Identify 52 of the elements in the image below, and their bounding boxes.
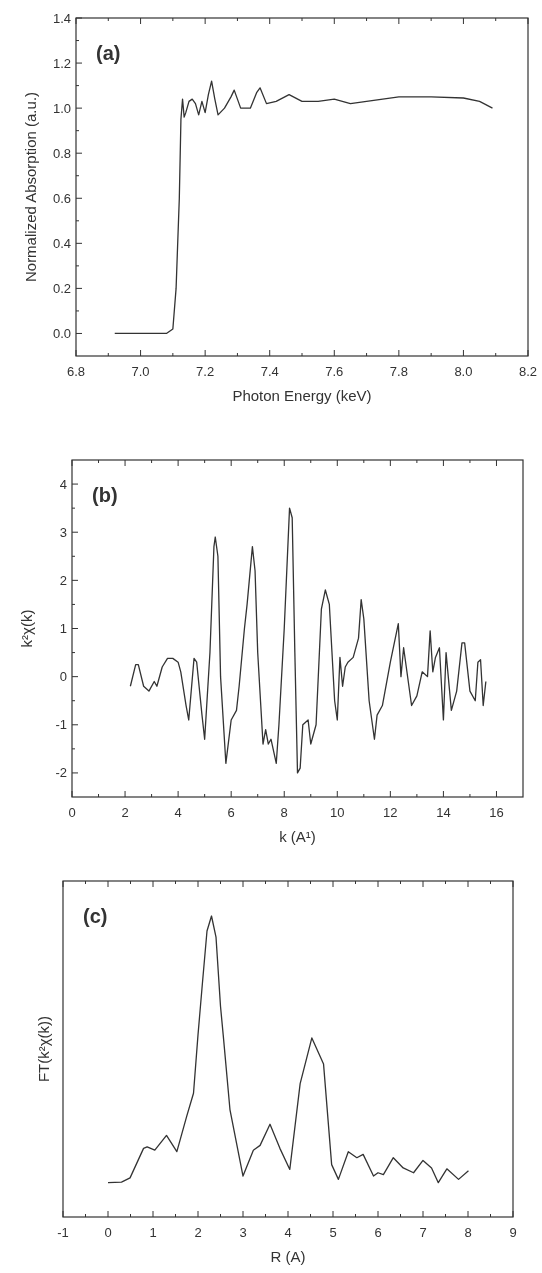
x-tick-label: 8.0 <box>454 364 473 379</box>
y-tick-label: 1.2 <box>52 55 71 71</box>
x-tick-label: 3 <box>239 1225 247 1240</box>
x-tick-label: 16 <box>489 805 504 820</box>
x-tick-label: 4 <box>284 1225 292 1240</box>
x-tick-label: 6.8 <box>66 364 86 379</box>
y-tick-label: 1.0 <box>52 100 71 116</box>
y-tick-label: 0 <box>59 669 67 685</box>
x-tick-label: 8 <box>280 805 288 820</box>
chart-title: (c) <box>83 905 108 927</box>
x-axis-title: k (A¹) <box>279 828 316 845</box>
y-tick-label: 3 <box>59 524 67 540</box>
x-tick-label: 7.0 <box>131 364 150 379</box>
x-tick-label: 1 <box>149 1225 157 1240</box>
x-axis-title: R (A) <box>270 1248 306 1265</box>
y-tick-label: 0.2 <box>52 280 71 296</box>
x-tick-label: 10 <box>330 805 345 820</box>
y-tick-label: 0.0 <box>52 325 71 341</box>
x-tick-label: 2 <box>121 805 129 820</box>
x-tick-label: 7 <box>419 1225 427 1240</box>
x-tick-label: 7.4 <box>260 364 279 379</box>
x-tick-label: 7.2 <box>196 364 215 379</box>
y-tick-label: 0.8 <box>52 145 71 161</box>
x-tick-label: 9 <box>509 1225 517 1240</box>
line-series <box>129 507 487 774</box>
line-series <box>114 80 494 335</box>
x-tick-label: 12 <box>383 805 398 820</box>
x-tick-label: 7.8 <box>389 364 408 379</box>
y-axis-title: Normalized Absorption (a.u.) <box>22 91 39 283</box>
text: (b) <box>92 484 118 506</box>
y-tick-label: 4 <box>59 476 67 492</box>
x-tick-label: 4 <box>174 805 182 820</box>
x-tick-label: 6 <box>227 805 235 820</box>
x-tick-label: 0 <box>104 1225 112 1240</box>
y-tick-label: 1.4 <box>52 10 71 26</box>
x-tick-label: 8.2 <box>518 364 538 379</box>
x-tick-label: 5 <box>329 1225 337 1240</box>
text: (a) <box>96 42 121 64</box>
y-tick-label: -2 <box>55 765 67 781</box>
y-tick-label: 0.4 <box>52 235 71 251</box>
x-tick-label: 7.6 <box>325 364 344 379</box>
x-tick-label: 2 <box>194 1225 202 1240</box>
x-tick-label: 6 <box>374 1225 382 1240</box>
y-axis-title: k²χ(k) <box>18 609 35 648</box>
x-tick-label: 8 <box>464 1225 472 1240</box>
x-tick-label: 14 <box>436 805 451 820</box>
y-tick-label: -1 <box>55 717 67 733</box>
y-axis-title: FT(k²χ(k)) <box>35 1015 52 1083</box>
y-tick-label: 0.6 <box>52 190 71 206</box>
y-tick-label: 1 <box>59 621 67 636</box>
y-tick-label: 2 <box>59 572 67 588</box>
x-axis-title: Photon Energy (keV) <box>232 387 372 404</box>
